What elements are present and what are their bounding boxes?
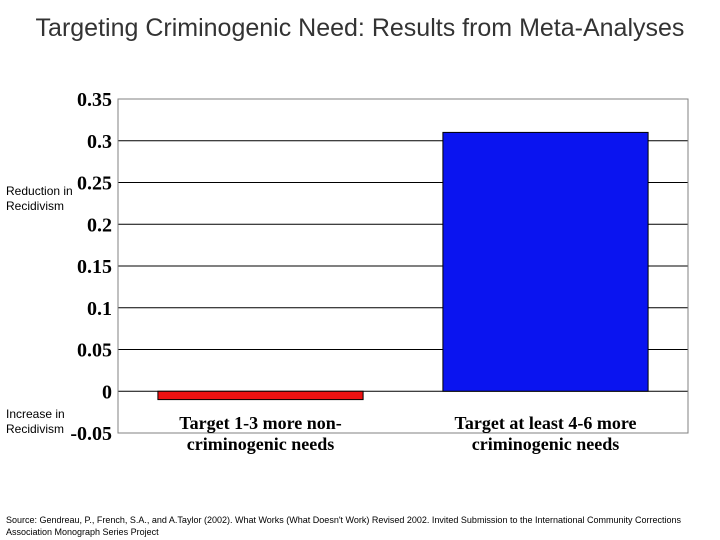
plot-area-frame [117, 98, 689, 434]
y-tick-label: 0 [102, 381, 112, 403]
y-tick-label: 0.25 [77, 173, 112, 195]
bars [157, 131, 649, 401]
y-tick-label: -0.05 [70, 423, 112, 445]
source-citation: Source: Gendreau, P., French, S.A., and … [6, 515, 682, 537]
x-axis-categories: Target 1-3 more non-criminogenic needs Ta… [179, 413, 636, 454]
y-tick-label: 0.35 [77, 89, 112, 111]
bar [157, 390, 364, 401]
slide-title: Targeting Criminogenic Need: Results fro… [35, 14, 685, 42]
y-tick-label: 0.15 [77, 256, 112, 278]
bar [442, 131, 649, 392]
y-tick-label: 0.05 [77, 340, 112, 362]
x-category-label: Target at least 4-6 more criminogenic nee… [455, 413, 637, 454]
y-tick-label: 0.1 [87, 298, 112, 320]
x-category-label: Target 1-3 more non-criminogenic needs [179, 413, 341, 454]
increase-in-recidivism-label: Increase in Recidivism [6, 407, 65, 436]
y-axis-ticks: -0.05 0 0.05 0.1 0.15 0.2 0.25 0.3 0.35 [70, 89, 112, 445]
reduction-in-recidivism-label: Reduction in Recidivism [6, 184, 73, 213]
bar-chart: -0.05 0 0.05 0.1 0.15 0.2 0.25 0.3 0.35 Target 1… [70, 89, 689, 454]
y-tick-label: 0.3 [87, 131, 112, 153]
y-tick-label: 0.2 [87, 214, 112, 236]
